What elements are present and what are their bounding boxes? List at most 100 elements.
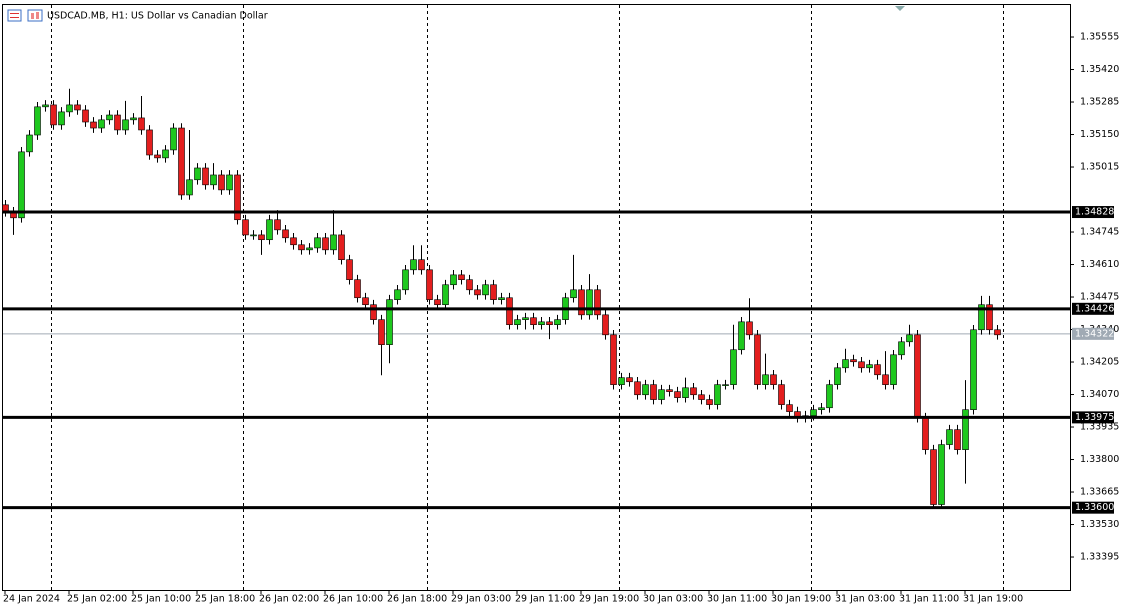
candle-body <box>34 106 41 136</box>
y-tick-label: 1.35015 <box>1080 162 1119 173</box>
candle-body <box>146 129 153 156</box>
candle-body <box>882 374 889 385</box>
candle-body <box>394 289 401 300</box>
candle-body <box>746 321 753 336</box>
candle-body <box>970 329 977 410</box>
y-tick-label: 1.35150 <box>1080 129 1119 140</box>
candle-body <box>226 174 233 191</box>
candle-body <box>202 167 209 186</box>
candle-body <box>58 111 65 126</box>
header-icons <box>7 9 43 22</box>
candle-body <box>786 404 793 412</box>
y-tick-label: 1.33395 <box>1080 552 1119 563</box>
candle-body <box>170 127 177 151</box>
candle-body <box>754 334 761 385</box>
x-tick-label: 25 Jan 18:00 <box>195 594 255 605</box>
candle-body <box>82 109 89 123</box>
x-tick-label: 26 Jan 10:00 <box>323 594 383 605</box>
x-tick-label: 26 Jan 18:00 <box>387 594 447 605</box>
y-tick-label: 1.34205 <box>1080 357 1119 368</box>
y-tick-label: 1.33530 <box>1080 519 1119 530</box>
y-tick-label: 1.33665 <box>1080 487 1119 498</box>
candle-body <box>530 317 537 326</box>
candle-body <box>282 229 289 239</box>
candle-body <box>554 319 561 326</box>
candle-body <box>714 384 721 405</box>
candle-body <box>354 279 361 299</box>
candle-body <box>154 154 161 159</box>
x-tick-label: 30 Jan 11:00 <box>707 594 767 605</box>
candle-body <box>522 317 529 320</box>
candle-body <box>162 149 169 159</box>
candle-body <box>426 269 433 300</box>
x-tick-label: 30 Jan 19:00 <box>771 594 831 605</box>
candle-body <box>50 104 57 126</box>
x-tick-label: 29 Jan 11:00 <box>515 594 575 605</box>
candle-body <box>946 429 953 445</box>
candle-body <box>738 321 745 351</box>
candle-body <box>498 297 505 300</box>
candle-body <box>26 134 33 153</box>
candle-body <box>98 119 105 129</box>
candle-body <box>274 219 281 231</box>
candle-body <box>546 321 553 326</box>
candle-body <box>490 284 497 300</box>
y-tick-label: 1.34475 <box>1080 292 1119 303</box>
candle-body <box>338 234 345 261</box>
candle-body <box>634 381 641 396</box>
candle-body <box>130 117 137 121</box>
candle-body <box>386 299 393 345</box>
candle-body <box>114 114 121 131</box>
candle-body <box>682 387 689 398</box>
candle-body <box>986 304 993 331</box>
candle-body <box>962 409 969 450</box>
level-label: 1.34828 <box>1075 207 1114 218</box>
icon <box>27 9 43 22</box>
candle-body <box>826 384 833 409</box>
candle-body <box>514 319 521 326</box>
candle-body <box>418 259 425 271</box>
candle-body <box>658 389 665 400</box>
candle-body <box>602 314 609 336</box>
candle-body <box>410 259 417 271</box>
y-tick-label: 1.33935 <box>1080 422 1119 433</box>
candle-body <box>402 269 409 291</box>
candle-body <box>930 449 937 505</box>
candle-body <box>250 234 257 237</box>
candle-body <box>954 429 961 450</box>
candle-body <box>610 334 617 385</box>
candle-body <box>506 297 513 326</box>
candle-body <box>770 374 777 385</box>
x-tick-label: 25 Jan 02:00 <box>67 594 127 605</box>
candle-body <box>674 391 681 398</box>
candle-body <box>106 114 113 121</box>
candle-body <box>474 289 481 296</box>
x-tick-label: 31 Jan 11:00 <box>899 594 959 605</box>
icon-bar <box>36 12 39 19</box>
candle-body <box>618 377 625 385</box>
y-tick-label: 1.34070 <box>1080 389 1119 400</box>
candle-body <box>74 104 81 111</box>
candle-body <box>194 167 201 181</box>
candle-body <box>874 364 881 376</box>
candle-body <box>850 359 857 363</box>
x-tick-label: 31 Jan 19:00 <box>963 594 1023 605</box>
candle-body <box>810 409 817 417</box>
candle-body <box>314 237 321 249</box>
icon-bar <box>31 13 34 19</box>
y-tick-label: 1.34745 <box>1080 227 1119 238</box>
level-label: 1.33975 <box>1075 412 1114 423</box>
candle-body <box>890 354 897 385</box>
candle-body <box>842 359 849 369</box>
candle-body <box>818 407 825 410</box>
candles <box>2 88 1001 508</box>
icon <box>7 9 22 22</box>
candle-body <box>690 387 697 396</box>
candle-body <box>898 341 905 356</box>
candle-body <box>722 384 729 386</box>
x-tick-label: 24 Jan 2024 <box>3 594 60 605</box>
candle-body <box>370 304 377 320</box>
candle-body <box>978 304 985 331</box>
candle-body <box>346 259 353 280</box>
level-label-box <box>1072 206 1114 219</box>
